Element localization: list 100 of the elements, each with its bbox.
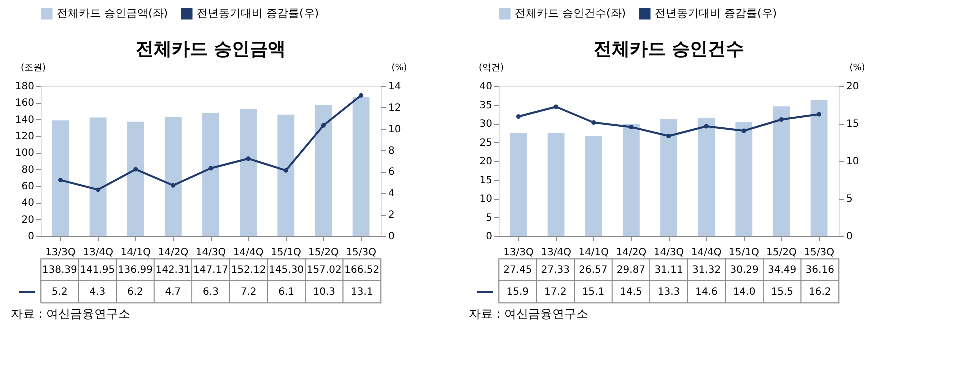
point: [284, 168, 288, 173]
x-tick-label: 15/1Q: [270, 248, 302, 258]
data-label: 166.52: [344, 265, 380, 276]
x-tick-label: 14/1Q: [578, 248, 610, 258]
bar: [240, 109, 258, 236]
x-tick-label: 15/2Q: [766, 248, 797, 258]
legend-label: 전체카드 승인금액(좌): [57, 7, 168, 20]
bar: [698, 118, 716, 236]
data-label: 27.45: [504, 265, 532, 276]
y2-axis-title: (%): [850, 64, 866, 74]
data-label: 15.1: [582, 287, 605, 298]
y-tick-label: 5: [486, 212, 492, 224]
bar: [773, 106, 790, 236]
data-label: 27.33: [541, 265, 570, 276]
x-tick-label: 14/2Q: [158, 248, 189, 258]
data-label: 13.1: [350, 287, 374, 298]
x-tick-label: 14/4Q: [691, 248, 722, 258]
y-tick-label: 0: [486, 232, 492, 242]
data-label: 6.1: [278, 287, 295, 298]
y-tick-label: 15: [480, 175, 492, 186]
x-tick-label: 13/3Q: [504, 248, 534, 258]
bar: [202, 113, 220, 236]
data-label: 13.3: [658, 287, 680, 298]
y-tick-label: 10: [480, 194, 492, 205]
bar: [810, 100, 828, 236]
x-tick-label: 13/4Q: [83, 248, 114, 258]
y-tick-label: 100: [15, 148, 34, 160]
point: [817, 112, 822, 117]
x-tick-label: 14/1Q: [120, 248, 152, 258]
y-axis-title: (억건): [478, 64, 504, 74]
x-tick-label: 14/4Q: [233, 248, 264, 258]
y2-tick-label: 10: [846, 156, 860, 168]
y-tick-label: 20: [22, 214, 34, 226]
y2-tick-label: 10: [388, 124, 402, 136]
point: [779, 118, 784, 122]
x-tick-label: 13/4Q: [541, 248, 572, 258]
point: [171, 183, 176, 188]
point: [96, 188, 101, 192]
y2-tick-label: 20: [846, 82, 860, 92]
text: 자료 : 여신금융연구소: [11, 307, 131, 321]
y-tick-label: 25: [480, 138, 492, 149]
data-label: 5.2: [52, 287, 68, 298]
data-label: 31.11: [654, 265, 684, 276]
y2-tick-label: 14: [388, 82, 402, 92]
data-label: 14.0: [733, 287, 756, 298]
y2-tick-label: 0: [388, 232, 395, 242]
y2-tick-label: 0: [846, 232, 853, 242]
data-label: 141.95: [80, 265, 116, 276]
chart-title: 전체카드 승인금액: [136, 39, 286, 60]
legend-label: 전년동기대비 증감률(우): [655, 7, 778, 20]
y2-axis-title: (%): [392, 64, 408, 74]
bar: [315, 105, 332, 236]
point: [321, 123, 326, 128]
point: [742, 128, 746, 134]
point: [359, 93, 364, 98]
bar: [90, 118, 107, 236]
data-label: 17.2: [544, 287, 567, 298]
data-label: 6.3: [203, 287, 219, 298]
bar: [52, 120, 70, 236]
y-tick-label: 20: [480, 156, 492, 168]
y2-tick-label: 6: [388, 167, 395, 178]
y-tick-label: 160: [15, 98, 34, 110]
legend-label: 전년동기대비 증감률(우): [197, 7, 320, 20]
data-label: 15.9: [506, 287, 530, 298]
x-tick-label: 15/1Q: [728, 248, 760, 258]
y2-tick-label: 5: [846, 194, 853, 205]
y-tick-label: 0: [28, 232, 34, 242]
x-tick-label: 15/2Q: [308, 248, 339, 258]
y-tick-label: 180: [15, 82, 34, 92]
bar: [660, 119, 678, 236]
bar: [585, 136, 602, 236]
data-label: 30.29: [730, 265, 759, 276]
data-label: 15.5: [771, 287, 794, 298]
data-label: 147.17: [194, 265, 228, 276]
bar: [736, 122, 753, 236]
x-tick-label: 15/3Q: [804, 248, 835, 258]
data-label: 142.31: [156, 265, 191, 276]
bar: [548, 134, 565, 236]
point: [592, 120, 596, 125]
data-label: 31.32: [692, 265, 722, 276]
data-label: 152.12: [231, 265, 266, 276]
y2-tick-label: 15: [846, 119, 860, 130]
data-label: 26.57: [579, 265, 608, 276]
data-label: 16.2: [808, 287, 832, 298]
bar: [352, 97, 370, 236]
data-label: 6.2: [127, 287, 144, 298]
x-tick-label: 14/3Q: [654, 248, 684, 258]
point: [58, 178, 63, 183]
y2-tick-label: 12: [388, 102, 402, 114]
bar: [164, 117, 182, 236]
data-label: 36.16: [806, 265, 834, 276]
y-tick-label: 60: [22, 182, 34, 192]
bar: [622, 124, 640, 236]
y-tick-label: 40: [22, 198, 34, 210]
data-label: 4.7: [165, 287, 182, 298]
y-tick-label: 35: [480, 100, 492, 112]
x-tick-label: 15/3Q: [346, 248, 377, 258]
y-tick-label: 80: [22, 164, 34, 176]
data-label: 7.2: [240, 287, 257, 298]
legend-label: 전체카드 승인건수(좌): [515, 7, 626, 20]
